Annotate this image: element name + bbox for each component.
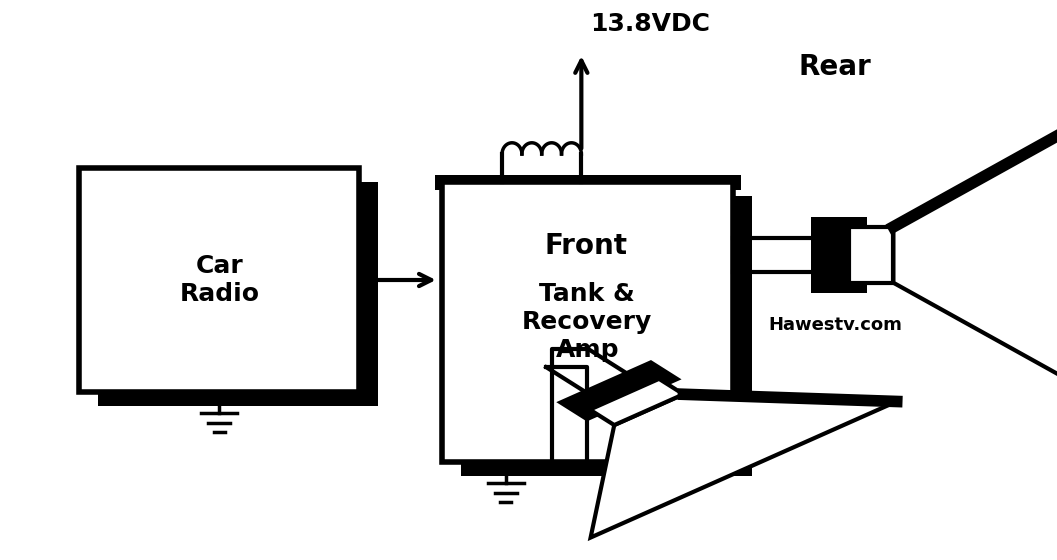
Polygon shape: [591, 394, 896, 538]
Polygon shape: [556, 360, 682, 422]
Polygon shape: [893, 131, 1057, 379]
Polygon shape: [812, 217, 867, 293]
Bar: [461, 196, 752, 476]
Text: Front: Front: [544, 232, 628, 260]
Polygon shape: [849, 227, 893, 283]
Text: Hawestv.com: Hawestv.com: [768, 316, 902, 334]
Polygon shape: [590, 379, 684, 425]
Text: 13.8VDC: 13.8VDC: [590, 12, 710, 36]
Text: Car
Radio: Car Radio: [180, 254, 259, 306]
Text: Rear: Rear: [798, 53, 871, 81]
Bar: [98, 182, 378, 406]
Text: Tank &
Recovery
Amp: Tank & Recovery Amp: [522, 282, 652, 362]
Bar: [442, 182, 733, 462]
Bar: [79, 168, 359, 392]
